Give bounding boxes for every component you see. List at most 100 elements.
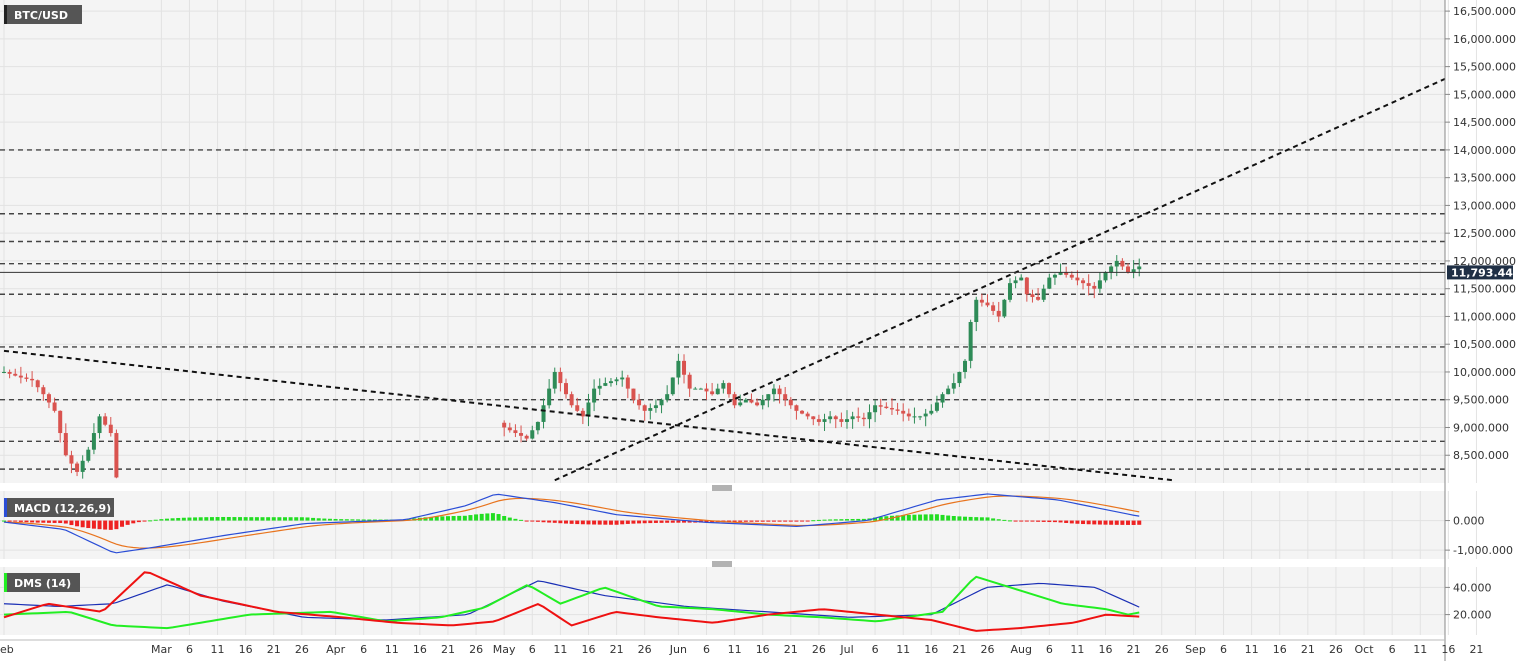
current-price-tag: 11,793.444: [1447, 265, 1521, 280]
price-title: BTC/USD: [14, 9, 68, 22]
y-tick-label: 11,000.000: [1453, 310, 1516, 323]
macd-histogram-bar: [845, 519, 849, 521]
macd-histogram-bar: [120, 520, 125, 527]
macd-title-tag: MACD (12,26,9): [4, 498, 114, 517]
candle-body: [24, 377, 29, 379]
macd-histogram-bar: [1120, 520, 1125, 525]
candle-body: [1137, 266, 1142, 270]
macd-histogram-bar: [625, 520, 630, 524]
dms-title-tag: DMS (14): [4, 573, 80, 592]
panel-separator-2[interactable]: [0, 559, 1445, 567]
macd-histogram-bar: [760, 520, 765, 522]
candle-body: [811, 416, 816, 420]
candle-body: [580, 410, 585, 417]
candle-body: [749, 399, 754, 403]
x-tick-label: 26: [638, 643, 652, 656]
y-tick-label: 13,500.000: [1453, 172, 1516, 185]
x-tick-label: 11: [896, 643, 910, 656]
candle-body: [901, 410, 906, 414]
candle-body: [895, 409, 900, 411]
panel-separator-1[interactable]: [0, 483, 1445, 491]
drag-handle-2[interactable]: [712, 561, 732, 567]
candle-body: [968, 322, 973, 361]
macd-histogram-bar: [1024, 520, 1029, 522]
y-tick-label: -1,000.000: [1453, 544, 1513, 557]
candle-body: [614, 379, 619, 382]
macd-histogram-bar: [299, 517, 304, 521]
macd-histogram-bar: [833, 519, 838, 521]
candle-body: [693, 388, 698, 390]
x-tick-label: 6: [1220, 643, 1227, 656]
macd-histogram-bar: [226, 517, 231, 521]
macd-histogram-bar: [850, 518, 855, 521]
macd-histogram-bar: [198, 517, 203, 521]
macd-histogram-bar: [873, 517, 878, 521]
candle-body: [558, 371, 563, 384]
candle-body: [1036, 297, 1041, 300]
x-axis: Feb Mar 6 11 16 21 26 Apr 6 11 16 21 26 May 6 11 16 21 26 J…: [0, 643, 1483, 656]
x-tick-label: 21: [1301, 643, 1315, 656]
macd-histogram-bar: [490, 513, 495, 521]
macd-histogram-bar: [800, 520, 805, 522]
macd-histogram-bar: [738, 520, 743, 522]
candle-body: [653, 405, 658, 409]
x-tick-label: 26: [1329, 643, 1343, 656]
candle-body: [788, 399, 793, 406]
macd-panel: [0, 491, 1445, 559]
x-tick-label: Sep: [1185, 643, 1206, 656]
candle-body: [620, 377, 625, 380]
macd-histogram-bar: [552, 520, 557, 523]
candle-body: [1126, 266, 1130, 273]
macd-histogram-bar: [91, 520, 96, 529]
macd-histogram-bar: [906, 514, 911, 521]
macd-histogram-bar: [665, 520, 670, 523]
x-tick-label: 6: [1046, 643, 1053, 656]
candle-body: [631, 388, 636, 400]
macd-histogram-bar: [24, 520, 29, 523]
macd-histogram-bar: [940, 514, 945, 521]
macd-histogram-bar: [861, 518, 866, 521]
macd-histogram-bar: [502, 516, 507, 521]
macd-histogram-bar: [479, 513, 484, 521]
macd-histogram-bar: [828, 519, 833, 521]
macd-histogram-bar: [356, 519, 361, 521]
candle-body: [69, 455, 74, 464]
macd-histogram-bar: [41, 520, 46, 523]
macd-histogram-bar: [311, 517, 316, 521]
x-tick-label: 16: [1099, 643, 1113, 656]
macd-histogram-bar: [530, 520, 535, 522]
x-tick-label: 11: [1070, 643, 1084, 656]
candle-body: [833, 416, 838, 420]
x-tick-label: 21: [267, 643, 281, 656]
macd-histogram-bar: [918, 514, 923, 521]
macd-histogram-bar: [749, 520, 754, 522]
drag-handle-1[interactable]: [712, 485, 732, 491]
macd-histogram-bar: [755, 520, 760, 522]
candle-body: [1002, 299, 1007, 317]
macd-histogram-bar: [339, 519, 344, 521]
x-tick-label: 11: [553, 643, 567, 656]
x-tick-label: 6: [703, 643, 710, 656]
candle-body: [996, 310, 1001, 317]
macd-title: MACD (12,26,9): [14, 502, 111, 515]
x-tick-label: 21: [441, 643, 455, 656]
candle-body: [839, 419, 844, 422]
dms-title: DMS (14): [14, 577, 71, 590]
candle-body: [648, 408, 653, 411]
y-tick-label: 16,500.000: [1453, 5, 1516, 18]
y-tick-label: 12,000.000: [1453, 255, 1516, 268]
macd-series: [2, 493, 1142, 554]
macd-histogram-bar: [687, 520, 692, 523]
candle-body: [1007, 283, 1012, 300]
macd-histogram-bar: [1019, 520, 1024, 522]
macd-histogram-bar: [608, 520, 613, 525]
macd-histogram-bar: [1114, 520, 1119, 525]
candle-body: [1030, 294, 1035, 298]
macd-histogram-bar: [187, 517, 192, 521]
macd-histogram-bar: [726, 520, 731, 522]
candle-body: [873, 405, 878, 413]
candle-body: [1024, 277, 1029, 295]
y-tick-label: 11,500.000: [1453, 283, 1516, 296]
candle-body: [80, 460, 85, 472]
